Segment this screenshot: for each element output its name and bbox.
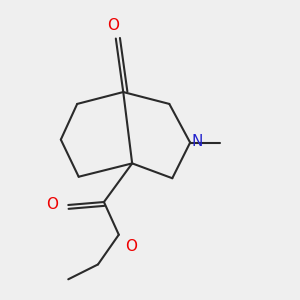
Text: O: O [125, 239, 137, 254]
Text: O: O [46, 197, 58, 212]
Text: O: O [107, 18, 119, 33]
Text: N: N [191, 134, 202, 149]
